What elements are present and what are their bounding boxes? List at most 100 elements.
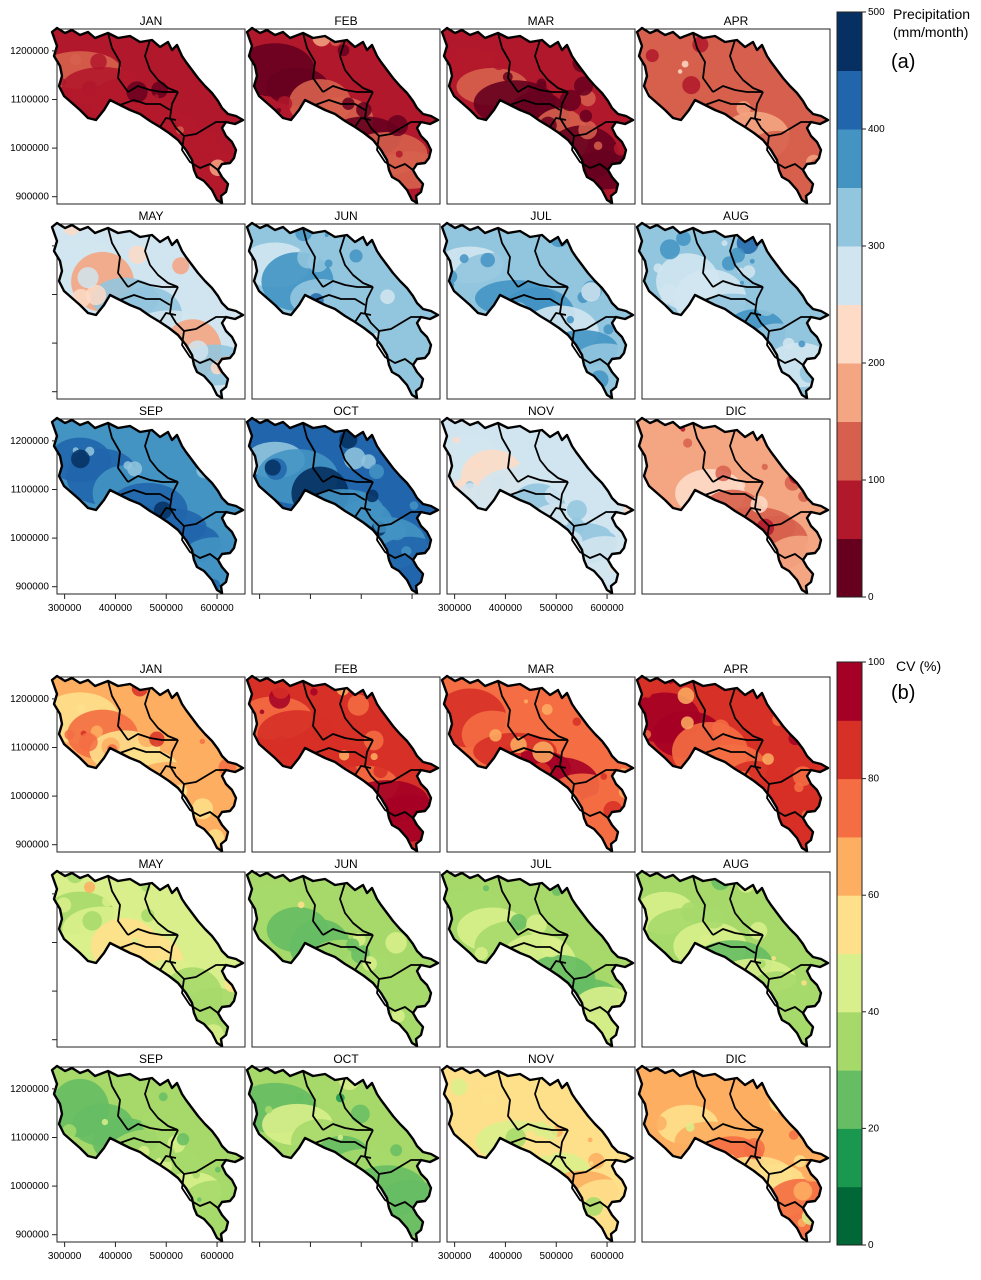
month-title: FEB xyxy=(334,14,357,28)
a-map-aug: AUG xyxy=(635,209,831,400)
precipitation-colorbar-ticks: 0 100 200 300 400 500 xyxy=(862,7,885,603)
colorbar-tick-label: 40 xyxy=(868,1007,880,1018)
b-map-may: MAY xyxy=(50,857,246,1048)
x-tick-label: 300000 xyxy=(48,603,82,614)
y-tick-label: 1000000 xyxy=(10,143,49,154)
colorbar-step xyxy=(837,246,862,305)
month-title: JAN xyxy=(140,662,163,676)
a-map-jun: JUN xyxy=(245,209,441,400)
colorbar-step xyxy=(837,538,862,598)
panels: JAN FEB MAR APR MAY JUN JUL AUG SEP OCT NOV DIC 9000… xyxy=(10,14,831,1262)
colorbar-tick-label: 0 xyxy=(868,1240,874,1251)
b-map-nov: NOV xyxy=(440,1052,636,1243)
colorbar-step xyxy=(837,12,862,71)
y-tick-label: 900000 xyxy=(16,1230,50,1241)
x-tick-label: 300000 xyxy=(438,1251,472,1262)
x-tick-label: 500000 xyxy=(540,1251,574,1262)
colorbar-step xyxy=(837,304,862,364)
b-map-apr: APR xyxy=(635,662,831,853)
colorbar-step xyxy=(837,836,862,896)
month-title: SEP xyxy=(139,404,163,418)
month-title: JUL xyxy=(530,209,552,223)
x-tick-label: 600000 xyxy=(590,603,624,614)
a-map-mar: MAR xyxy=(440,14,636,205)
cv-colorbar xyxy=(836,661,863,1246)
colorbar-tick-label: 80 xyxy=(868,774,880,785)
month-title: MAR xyxy=(528,662,555,676)
colorbar-step xyxy=(837,70,862,130)
month-title: FEB xyxy=(334,662,357,676)
panel-a-label: (a) xyxy=(891,51,915,73)
colorbar-tick-label: 500 xyxy=(868,7,885,18)
month-title: AUG xyxy=(723,857,749,871)
month-title: OCT xyxy=(333,404,359,418)
panel-b-label: (b) xyxy=(891,682,915,704)
a-map-oct: OCT xyxy=(245,404,441,595)
colorbar-tick-label: 20 xyxy=(868,1123,880,1134)
y-tick-label: 1100000 xyxy=(11,94,50,105)
y-tick-label: 1200000 xyxy=(10,694,49,705)
month-title: SEP xyxy=(139,1052,163,1066)
cv-legend: 0 20 40 60 80 100 CV (%) (b) xyxy=(836,657,941,1251)
b-map-dic: DIC xyxy=(635,1052,831,1243)
x-tick-label: 600000 xyxy=(590,1251,624,1262)
y-tick-label: 900000 xyxy=(16,192,50,203)
colorbar-step xyxy=(837,1186,862,1246)
y-tick-label: 1100000 xyxy=(11,742,50,753)
colorbar-step xyxy=(837,662,862,721)
x-tick-label: 400000 xyxy=(99,603,133,614)
month-title: JUL xyxy=(530,857,552,871)
x-tick-label: 400000 xyxy=(99,1251,133,1262)
month-title: APR xyxy=(724,14,749,28)
colorbar-step xyxy=(837,1011,862,1071)
a-map-dic: DIC xyxy=(635,404,831,595)
cv-colorbar-ticks: 0 20 40 60 80 100 xyxy=(862,657,885,1251)
month-title: JUN xyxy=(334,857,357,871)
precipitation-maps: JAN FEB MAR APR MAY JUN JUL AUG SEP OCT NOV DIC 9000… xyxy=(10,14,831,614)
x-tick-label: 500000 xyxy=(150,1251,184,1262)
precipitation-legend-units: (mm/month) xyxy=(893,24,968,40)
month-title: JUN xyxy=(334,209,357,223)
x-tick-label: 600000 xyxy=(200,1251,234,1262)
month-title: APR xyxy=(724,662,749,676)
a-map-apr: APR xyxy=(635,14,831,205)
month-title: MAR xyxy=(528,14,555,28)
a-map-nov: NOV xyxy=(440,404,636,595)
y-tick-label: 1100000 xyxy=(11,1132,50,1143)
x-tick-label: 500000 xyxy=(540,603,574,614)
cv-maps: JAN FEB MAR APR MAY JUN JUL AUG SEP OCT NOV DIC 9000… xyxy=(10,662,831,1262)
colorbar-tick-label: 60 xyxy=(868,890,880,901)
b-map-aug: AUG xyxy=(635,857,831,1048)
colorbar-step xyxy=(837,953,862,1013)
precipitation-colorbar xyxy=(836,11,863,598)
precipitation-legend: 0 100 200 300 400 500 Precipitation (mm/month… xyxy=(836,6,970,603)
month-title: DIC xyxy=(726,404,747,418)
y-tick-label: 1100000 xyxy=(11,484,50,495)
colorbar-step xyxy=(837,895,862,954)
colorbar-step xyxy=(837,421,862,481)
x-tick-label: 500000 xyxy=(150,603,184,614)
month-title: MAY xyxy=(138,209,163,223)
precipitation-legend-title: Precipitation xyxy=(893,6,970,22)
y-tick-label: 900000 xyxy=(16,582,50,593)
colorbar-step xyxy=(837,187,862,247)
a-map-feb: FEB xyxy=(245,14,441,205)
a-map-jul: JUL xyxy=(440,209,636,400)
colorbar-tick-label: 300 xyxy=(868,241,885,252)
month-title: JAN xyxy=(140,14,163,28)
colorbar-step xyxy=(837,1070,862,1129)
month-title: AUG xyxy=(723,209,749,223)
b-map-oct: OCT xyxy=(245,1052,441,1243)
colorbar-step xyxy=(837,480,862,539)
y-tick-label: 1200000 xyxy=(10,1084,49,1095)
colorbar-tick-label: 100 xyxy=(868,657,885,668)
b-map-jul: JUL xyxy=(440,857,636,1048)
colorbar-tick-label: 200 xyxy=(868,358,885,369)
y-tick-label: 1000000 xyxy=(10,533,49,544)
colorbar-step xyxy=(837,129,862,188)
b-map-feb: FEB xyxy=(245,662,441,853)
a-map-jan: JAN xyxy=(50,14,246,205)
colorbar-tick-label: 100 xyxy=(868,475,885,486)
x-tick-label: 300000 xyxy=(48,1251,82,1262)
